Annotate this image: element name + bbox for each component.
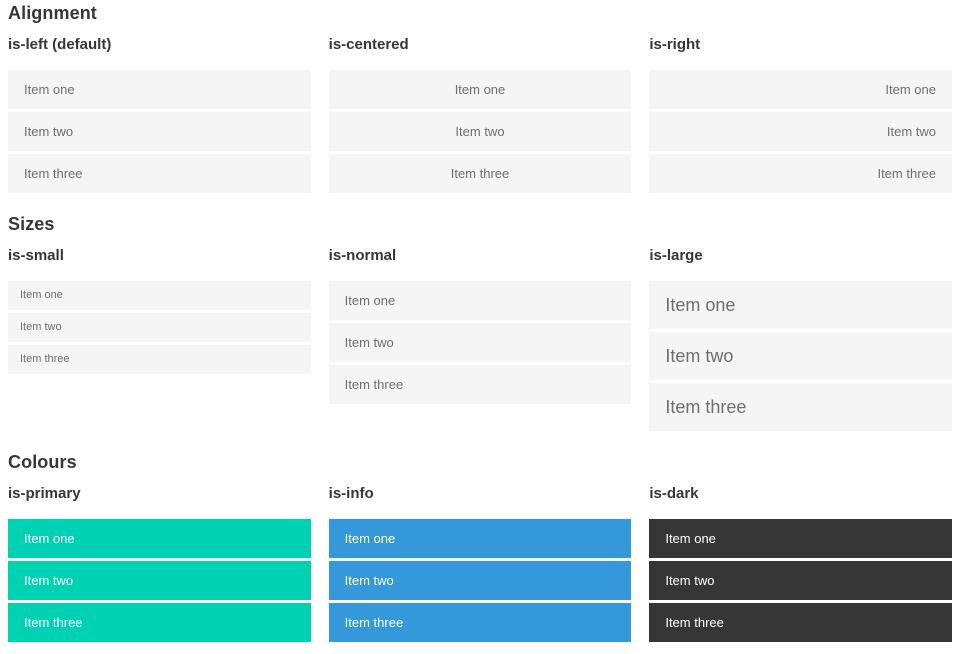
list-item: Item one — [328, 519, 632, 558]
list-item: Item one — [328, 70, 632, 109]
section-title: Colours — [8, 452, 77, 472]
group-label: is-normal — [328, 247, 397, 264]
list-item: Item one — [8, 70, 311, 109]
list-item: Item two — [328, 112, 632, 151]
section-row: is-left (default) Item one Item two Item th… — [8, 36, 952, 193]
list-dark: Item one Item two Item three — [649, 519, 952, 642]
list-item: Item two — [328, 323, 632, 362]
list-item: Item two — [649, 112, 952, 151]
list-item: Item two — [649, 332, 952, 380]
list-item: Item one — [328, 281, 632, 320]
list-item: Item three — [649, 603, 952, 642]
list-item: Item three — [649, 154, 952, 193]
group-is-small: is-small Item one Item two Item three — [8, 247, 311, 431]
group-is-left: is-left (default) Item one Item two Item th… — [8, 36, 311, 193]
section-row: is-primary Item one Item two Item three is-i… — [8, 485, 952, 642]
group-is-dark: is-dark Item one Item two Item three — [649, 485, 952, 642]
list-styleguide-page: Alignment is-left (default) Item one Item t… — [8, 2, 952, 642]
group-label: is-info — [328, 485, 374, 502]
list-item: Item three — [328, 154, 632, 193]
list-item: Item two — [328, 561, 632, 600]
list-item: Item two — [649, 561, 952, 600]
list-primary: Item one Item two Item three — [8, 519, 311, 642]
section-colours: Colours is-primary Item one Item two Item th… — [8, 451, 952, 642]
group-label: is-large — [649, 247, 703, 264]
list-item: Item one — [649, 70, 952, 109]
section-alignment: Alignment is-left (default) Item one Item t… — [8, 2, 952, 193]
section-title: Sizes — [8, 214, 55, 234]
group-label: is-small — [8, 247, 64, 264]
group-is-right: is-right Item one Item two Item three — [649, 36, 952, 193]
list-info: Item one Item two Item three — [328, 519, 632, 642]
group-label: is-centered — [328, 36, 409, 53]
list-large: Item one Item two Item three — [649, 281, 952, 431]
group-is-normal: is-normal Item one Item two Item three — [328, 247, 632, 431]
group-label: is-primary — [8, 485, 81, 502]
list-left: Item one Item two Item three — [8, 70, 311, 193]
group-label: is-dark — [649, 485, 699, 502]
list-item: Item one — [8, 281, 311, 310]
section-title: Alignment — [8, 3, 97, 23]
list-item: Item three — [8, 345, 311, 374]
group-is-info: is-info Item one Item two Item three — [328, 485, 632, 642]
list-normal: Item one Item two Item three — [328, 281, 632, 404]
list-right: Item one Item two Item three — [649, 70, 952, 193]
list-item: Item three — [328, 365, 632, 404]
list-item: Item two — [8, 561, 311, 600]
list-item: Item three — [8, 603, 311, 642]
group-label: is-right — [649, 36, 701, 53]
list-small: Item one Item two Item three — [8, 281, 311, 374]
group-is-primary: is-primary Item one Item two Item three — [8, 485, 311, 642]
list-item: Item two — [8, 112, 311, 151]
list-item: Item one — [649, 519, 952, 558]
list-centered: Item one Item two Item three — [328, 70, 632, 193]
list-item: Item three — [328, 603, 632, 642]
group-is-large: is-large Item one Item two Item three — [649, 247, 952, 431]
list-item: Item three — [8, 154, 311, 193]
section-sizes: Sizes is-small Item one Item two Item three i… — [8, 213, 952, 431]
group-is-centered: is-centered Item one Item two Item three — [328, 36, 632, 193]
list-item: Item one — [649, 281, 952, 329]
group-label: is-left (default) — [8, 36, 112, 53]
list-item: Item one — [8, 519, 311, 558]
list-item: Item three — [649, 383, 952, 431]
section-row: is-small Item one Item two Item three is-nor… — [8, 247, 952, 431]
list-item: Item two — [8, 313, 311, 342]
